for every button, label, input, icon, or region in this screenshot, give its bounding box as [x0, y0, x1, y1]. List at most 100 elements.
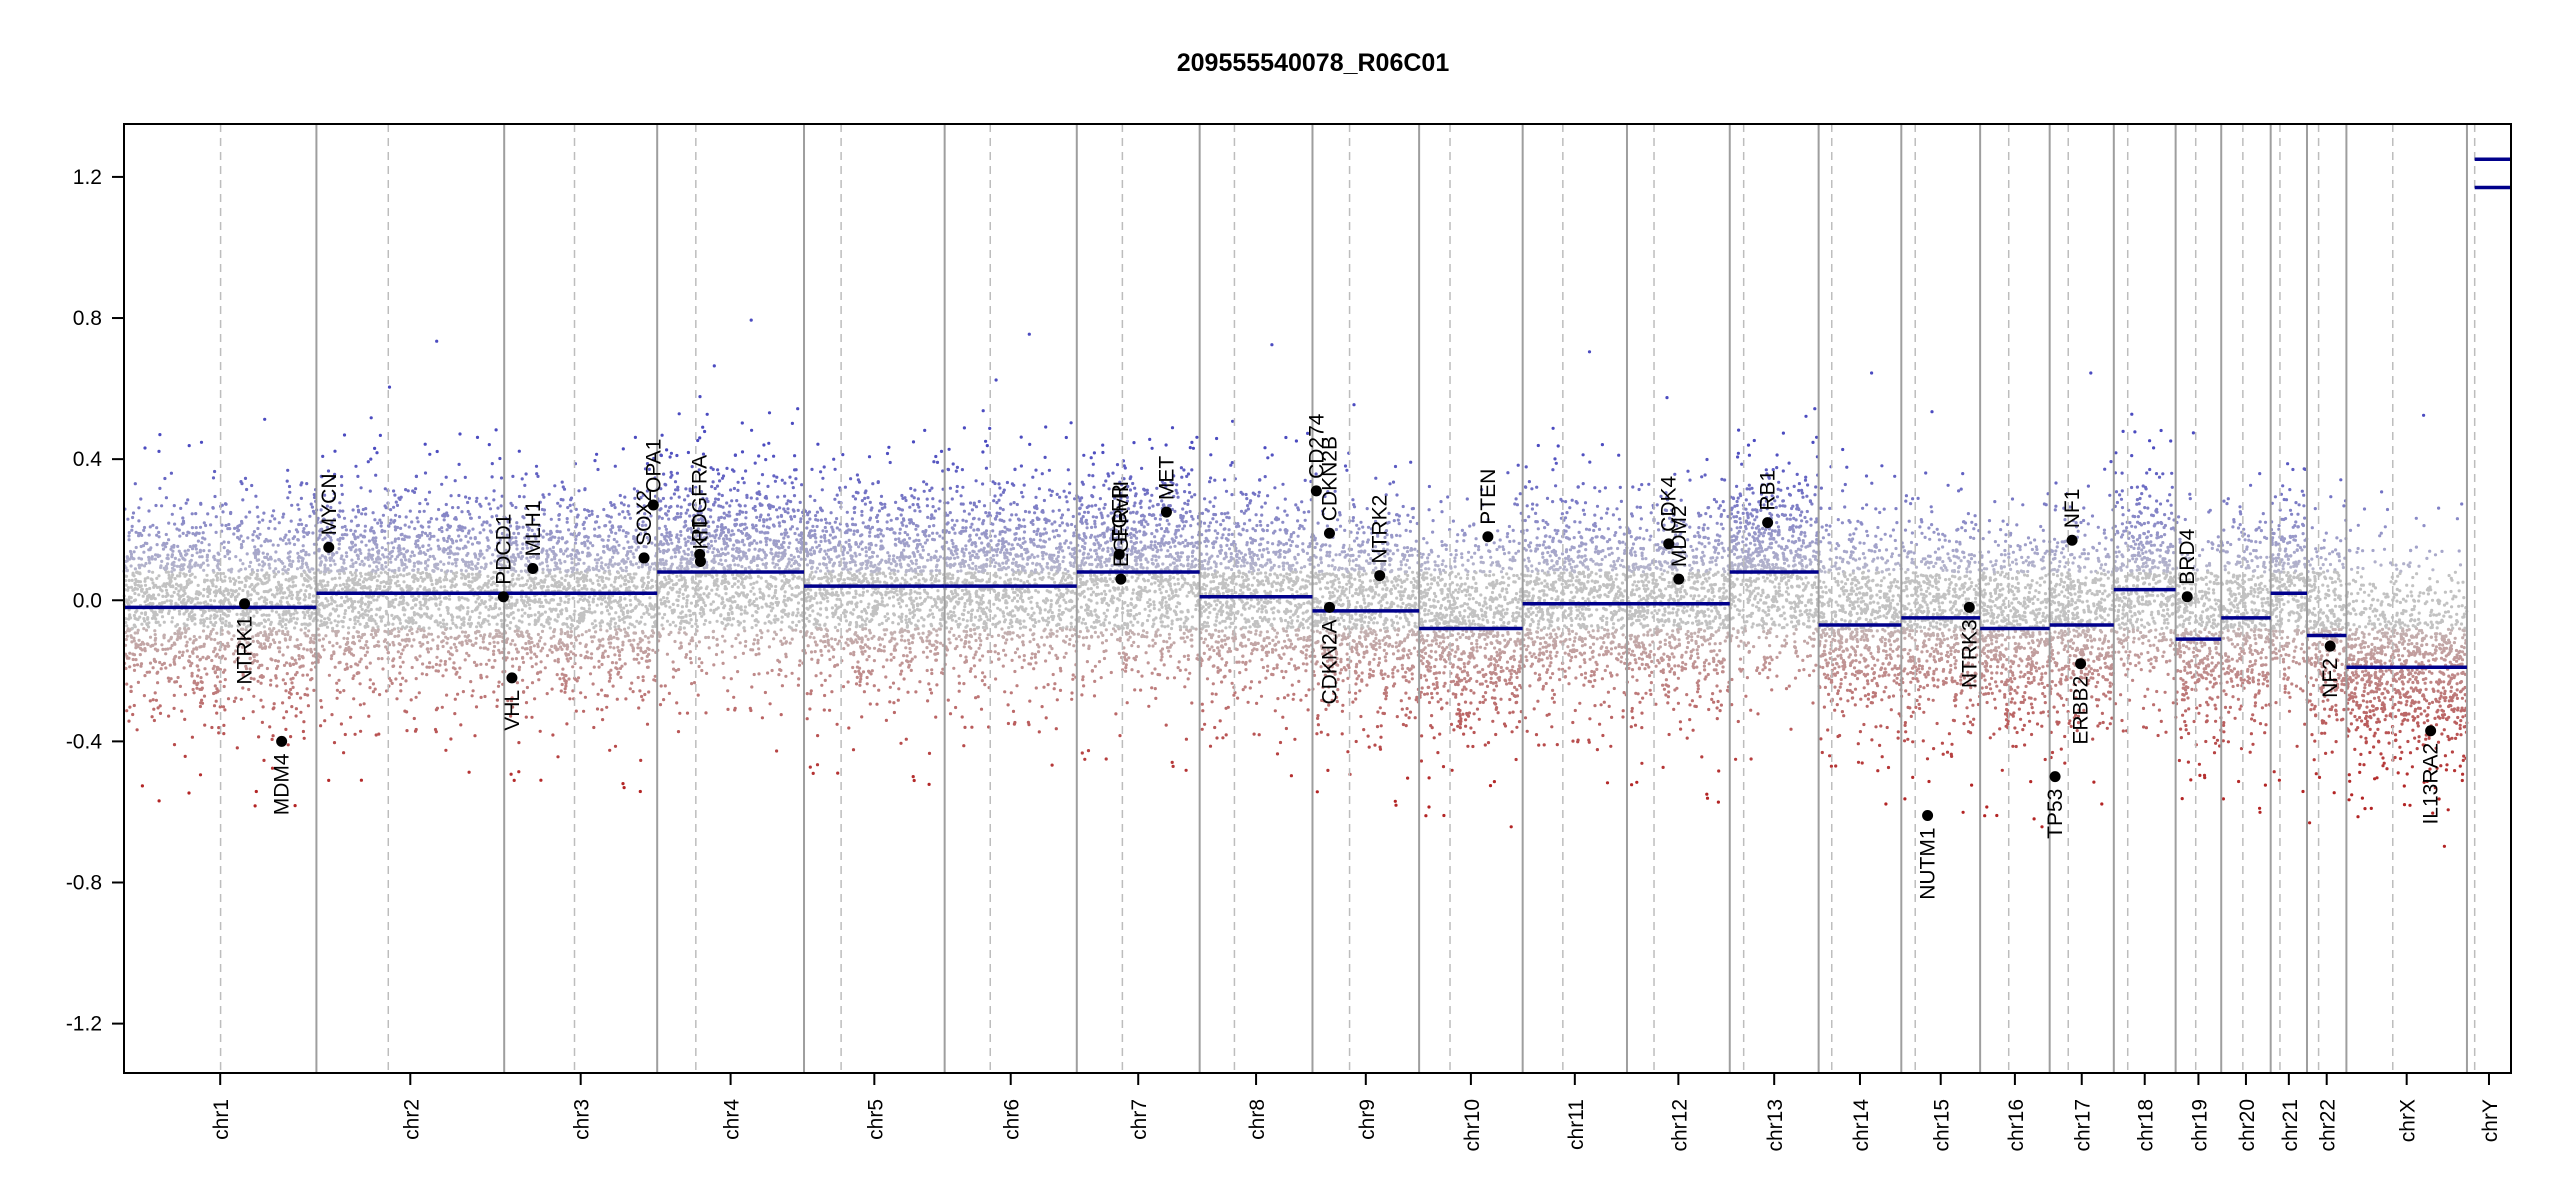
- probe-point: [541, 604, 545, 609]
- probe-point: [130, 578, 134, 583]
- probe-point: [194, 526, 198, 530]
- probe-point: [127, 538, 131, 542]
- probe-point: [602, 571, 606, 575]
- probe-point: [262, 642, 266, 646]
- probe-point: [259, 544, 263, 548]
- probe-point: [596, 514, 600, 519]
- probe-point: [125, 568, 129, 572]
- probe-point: [415, 597, 419, 602]
- probe-point: [471, 689, 475, 693]
- probe-point: [357, 634, 361, 639]
- probe-point: [648, 596, 652, 600]
- probe-point: [267, 618, 271, 622]
- probe-point: [530, 681, 535, 685]
- probe-point: [145, 541, 149, 546]
- probe-point: [421, 577, 425, 582]
- probe-point: [172, 568, 176, 572]
- probe-point: [556, 755, 560, 759]
- probe-point: [597, 638, 601, 642]
- probe-point: [377, 561, 381, 565]
- probe-point: [651, 607, 656, 611]
- probe-point: [153, 557, 157, 561]
- probe-point: [520, 608, 524, 612]
- probe-point: [285, 672, 289, 676]
- probe-point: [730, 499, 734, 503]
- probe-point: [461, 690, 465, 694]
- probe-point: [148, 635, 153, 639]
- probe-point: [499, 476, 504, 480]
- probe-point: [295, 617, 299, 621]
- probe-point: [493, 635, 497, 639]
- probe-point: [624, 569, 628, 573]
- probe-point: [613, 562, 617, 566]
- probe-point: [198, 555, 202, 559]
- probe-point: [307, 553, 311, 557]
- probe-point: [612, 503, 616, 507]
- probe-point: [350, 652, 354, 656]
- probe-point: [338, 690, 342, 694]
- probe-point: [552, 555, 557, 559]
- probe-point: [634, 597, 638, 601]
- probe-point: [158, 486, 162, 490]
- probe-point: [370, 526, 374, 530]
- probe-point: [291, 580, 295, 584]
- probe-point: [288, 541, 292, 545]
- probe-point: [524, 715, 528, 719]
- probe-point: [619, 628, 623, 632]
- probe-point: [428, 531, 432, 536]
- probe-point: [183, 754, 187, 759]
- probe-point: [227, 540, 231, 545]
- probe-point: [457, 615, 461, 619]
- probe-point: [383, 536, 387, 540]
- probe-point: [271, 638, 275, 642]
- probe-point: [288, 637, 292, 642]
- probe-point: [427, 626, 431, 630]
- probe-point: [670, 541, 674, 545]
- probe-point: [780, 478, 784, 482]
- probe-point: [426, 548, 430, 553]
- probe-point: [320, 583, 324, 587]
- probe-point: [605, 694, 609, 698]
- probe-point: [287, 538, 291, 542]
- probe-point: [253, 659, 257, 663]
- probe-point: [435, 517, 439, 521]
- probe-point: [390, 613, 394, 618]
- probe-point: [474, 576, 478, 580]
- probe-point: [183, 549, 187, 553]
- probe-point: [358, 548, 362, 552]
- probe-point: [223, 657, 227, 661]
- probe-point: [722, 516, 727, 520]
- probe-point: [587, 595, 592, 599]
- probe-point: [536, 619, 540, 623]
- probe-point: [302, 736, 306, 740]
- probe-point: [188, 664, 193, 668]
- probe-point: [550, 558, 554, 562]
- probe-point: [186, 548, 190, 552]
- probe-point: [181, 650, 185, 654]
- probe-point: [376, 557, 380, 561]
- probe-point: [633, 435, 638, 439]
- probe-point: [612, 585, 616, 589]
- probe-point: [515, 521, 519, 525]
- probe-point: [593, 534, 597, 538]
- probe-point: [228, 576, 232, 580]
- probe-point: [270, 600, 274, 605]
- probe-point: [263, 630, 267, 634]
- probe-point: [632, 555, 636, 559]
- probe-point: [617, 562, 621, 566]
- probe-point: [302, 616, 306, 620]
- probe-point: [478, 646, 483, 650]
- probe-point: [143, 583, 148, 587]
- probe-point: [187, 791, 191, 795]
- probe-point: [403, 555, 407, 559]
- probe-point: [548, 648, 552, 652]
- probe-point: [392, 546, 396, 550]
- probe-point: [605, 514, 609, 518]
- probe-point: [446, 608, 450, 613]
- probe-point: [317, 638, 322, 642]
- probe-point: [525, 629, 529, 633]
- probe-point: [444, 475, 448, 479]
- probe-point: [263, 576, 267, 580]
- probe-point: [354, 574, 358, 578]
- probe-point: [550, 687, 554, 691]
